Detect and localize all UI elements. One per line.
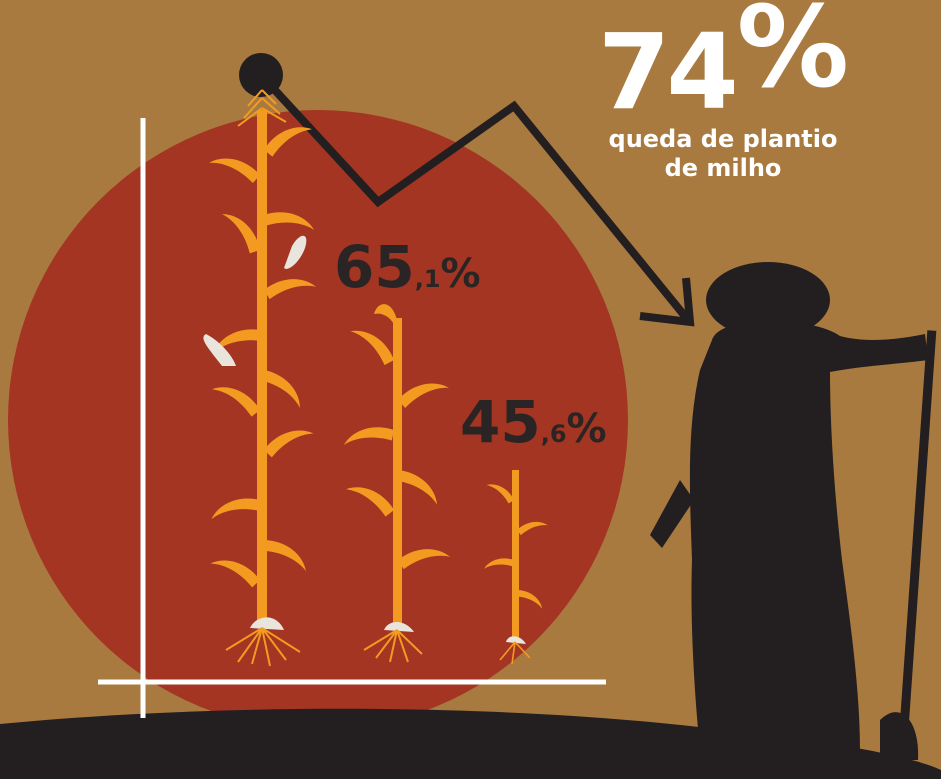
corn-plant-icon — [482, 470, 549, 665]
corn-plant-icon — [341, 304, 451, 663]
dark-ground — [0, 708, 941, 779]
stat-medium-plant: 45,6% — [460, 393, 607, 451]
corn-plant-icon — [203, 89, 317, 667]
trend-arrow-icon — [239, 53, 695, 327]
farmer-silhouette-icon — [650, 262, 937, 770]
headline-percent-symbol: % — [736, 0, 849, 113]
stat-value: 45 — [460, 388, 541, 456]
caption-line-2: de milho — [664, 154, 782, 182]
stat-value: 65 — [334, 233, 415, 301]
headline-value: 74 — [598, 11, 739, 133]
caption-line-1: queda de plantio — [608, 125, 838, 153]
stat-decimal: ,1 — [414, 265, 441, 293]
headline-caption: queda de plantio de milho — [598, 125, 848, 183]
stat-decimal: ,6 — [540, 420, 567, 448]
stat-percent-symbol: % — [566, 406, 607, 452]
stat-percent-symbol: % — [440, 251, 481, 297]
stat-tall-plant: 65,1% — [334, 238, 481, 296]
headline-percentage: 74% — [598, 0, 849, 126]
red-circle-backdrop — [8, 110, 628, 730]
